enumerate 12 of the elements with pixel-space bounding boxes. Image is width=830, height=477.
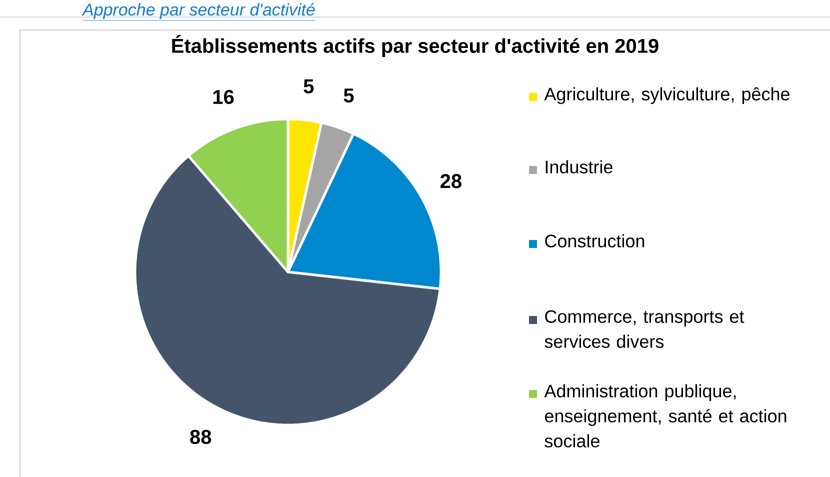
- data-label: 5: [304, 79, 314, 94]
- legend-label: Commerce, transports et services divers: [544, 310, 744, 348]
- data-label: 28: [440, 174, 462, 188]
- data-label: 16: [213, 90, 234, 104]
- data-label: 88: [190, 430, 212, 444]
- legend-label: Industrie: [546, 160, 612, 174]
- legend-label: Administration publique, enseignement, santé et action sociale: [544, 384, 786, 448]
- chart-title: Établissements actifs par secteur d'activité en 2019: [172, 35, 658, 57]
- text: Approche par secteur d'activité: [82, 2, 315, 20]
- legend-label: Agriculture, sylviculture, pêche: [544, 87, 790, 104]
- legend-label: Construction: [545, 234, 644, 248]
- data-label: 5: [344, 88, 354, 103]
